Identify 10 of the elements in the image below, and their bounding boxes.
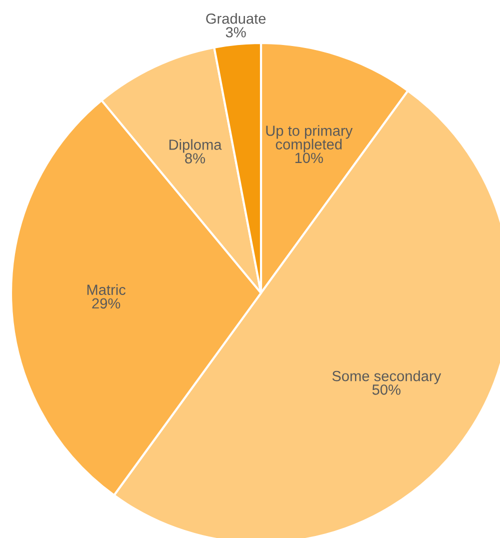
slice-label: Diploma xyxy=(169,139,222,153)
data-label: 29% xyxy=(92,298,120,309)
data-label: 10% xyxy=(295,152,323,164)
slice-label: Graduate xyxy=(206,13,266,24)
slice-label: Matric xyxy=(87,284,126,295)
data-label: 50% xyxy=(372,384,400,395)
slice-label: Some secondary xyxy=(332,370,442,384)
slice-label: Up to primary completed xyxy=(266,125,353,152)
data-label: 8% xyxy=(185,153,206,164)
data-label: 3% xyxy=(226,27,246,38)
